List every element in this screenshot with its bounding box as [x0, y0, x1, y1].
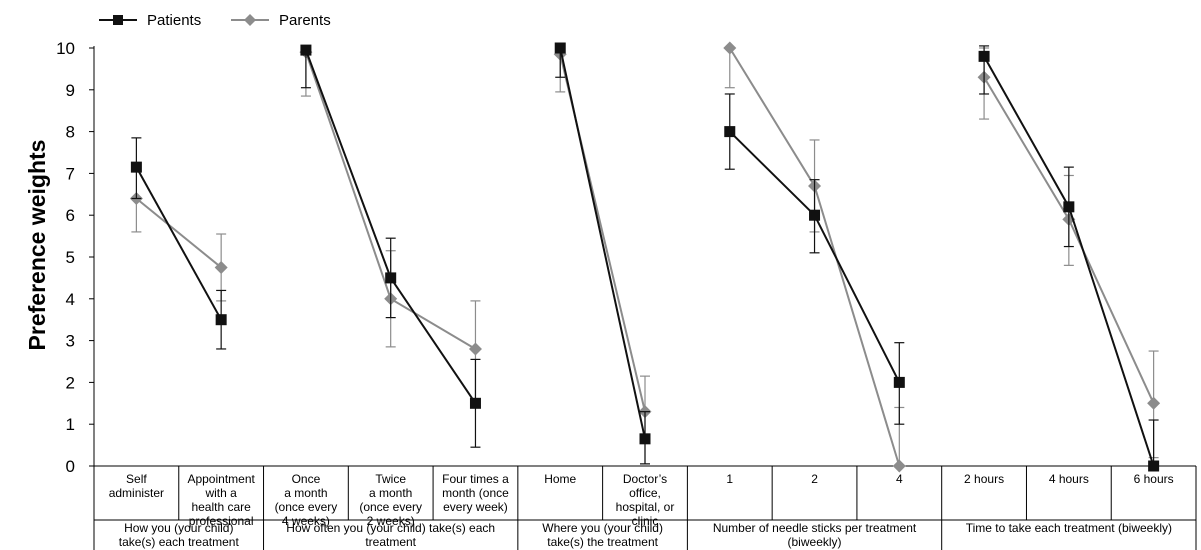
data-point-patients: [554, 42, 566, 54]
category-label: (once every: [275, 500, 338, 514]
category-label: every week): [443, 500, 508, 514]
group-label: Time to take each treatment (biweekly): [966, 521, 1172, 535]
y-tick-label: 1: [66, 415, 75, 434]
data-point-patients: [1148, 460, 1160, 472]
data-point-patients: [385, 272, 397, 284]
data-point-patients: [469, 397, 481, 409]
axes: 0 1 2 3 4 5 6 7 8 9 10: [56, 39, 1196, 476]
data-point-patients: [300, 44, 312, 56]
data-point-patients: [130, 161, 142, 173]
y-tick-label: 4: [66, 290, 75, 309]
y-tick-label: 9: [66, 81, 75, 100]
y-tick-label: 2: [66, 373, 75, 392]
category-label: administer: [109, 486, 164, 500]
data-point-parents: [1147, 396, 1161, 410]
series-line-parents: [728, 47, 901, 467]
category-label: office,: [629, 486, 661, 500]
category-label: (once every: [359, 500, 422, 514]
y-tick-label: 8: [66, 123, 75, 142]
category-label: 1: [726, 472, 733, 486]
data-point-parents: [723, 41, 737, 55]
category-label: professional: [189, 514, 254, 528]
category-label: hospital, or: [616, 500, 675, 514]
group-label: take(s) each treatment: [119, 535, 240, 549]
y-tick-label: 7: [66, 164, 75, 183]
y-tick-label: 10: [56, 39, 75, 58]
series-line-patients: [135, 166, 223, 321]
y-tick-label: 6: [66, 206, 75, 225]
category-label: month (once: [442, 486, 509, 500]
data-point-patients: [639, 433, 651, 445]
category-label: 4 weeks): [282, 514, 330, 528]
data-point-parents: [892, 459, 906, 473]
group-label: (biweekly): [788, 535, 842, 549]
data-point-patients: [215, 314, 227, 326]
legend-parents-marker: [244, 14, 256, 26]
group-label: How often you (your child) take(s) each: [286, 521, 495, 535]
category-label: Doctor’s: [623, 472, 667, 486]
group-labels: How you (your child)take(s) each treatme…: [119, 521, 1172, 549]
category-label: clinic: [632, 514, 659, 528]
data-point-patients: [1063, 201, 1075, 213]
category-label: with a: [204, 486, 237, 500]
plot-area: [129, 41, 1161, 473]
category-label: 4: [896, 472, 903, 486]
category-label: 2: [811, 472, 818, 486]
category-label: health care: [191, 500, 251, 514]
category-label: a month: [284, 486, 327, 500]
series-line-patients: [559, 47, 646, 440]
legend-parents-label: Parents: [279, 12, 331, 29]
y-tick-label: 5: [66, 248, 75, 267]
series-patients: [130, 42, 1160, 472]
data-point-parents: [214, 260, 228, 274]
y-axis-label: Preference weights: [24, 140, 50, 351]
category-label: Twice: [375, 472, 406, 486]
data-point-parents: [468, 342, 482, 356]
category-label: Four times a: [442, 472, 509, 486]
category-label: 2 hours: [964, 472, 1004, 486]
y-tick-label: 0: [66, 457, 75, 476]
category-label: a month: [369, 486, 412, 500]
group-label: treatment: [365, 535, 416, 549]
category-label: Appointment: [187, 472, 255, 486]
series-parents: [129, 41, 1161, 473]
legend-patients-label: Patients: [147, 12, 201, 29]
category-label: Self: [126, 472, 147, 486]
category-label: Once: [292, 472, 321, 486]
group-label: Number of needle sticks per treatment: [713, 521, 917, 535]
category-label: 4 hours: [1049, 472, 1089, 486]
category-label: 2 weeks): [367, 514, 415, 528]
series-line-parents: [135, 197, 222, 269]
data-point-patients: [724, 126, 736, 138]
category-label: 6 hours: [1134, 472, 1174, 486]
data-point-patients: [809, 209, 821, 221]
group-label: How you (your child): [124, 521, 233, 535]
data-point-patients: [893, 376, 905, 388]
legend-patients-marker: [113, 15, 123, 25]
category-label: Home: [544, 472, 576, 486]
y-tick-label: 3: [66, 332, 75, 351]
legend: Patients Parents: [99, 12, 331, 29]
series-line-patients: [304, 49, 477, 404]
group-label: Where you (your child): [542, 521, 663, 535]
data-point-patients: [978, 50, 990, 62]
group-label: take(s) the treatment: [547, 535, 658, 549]
